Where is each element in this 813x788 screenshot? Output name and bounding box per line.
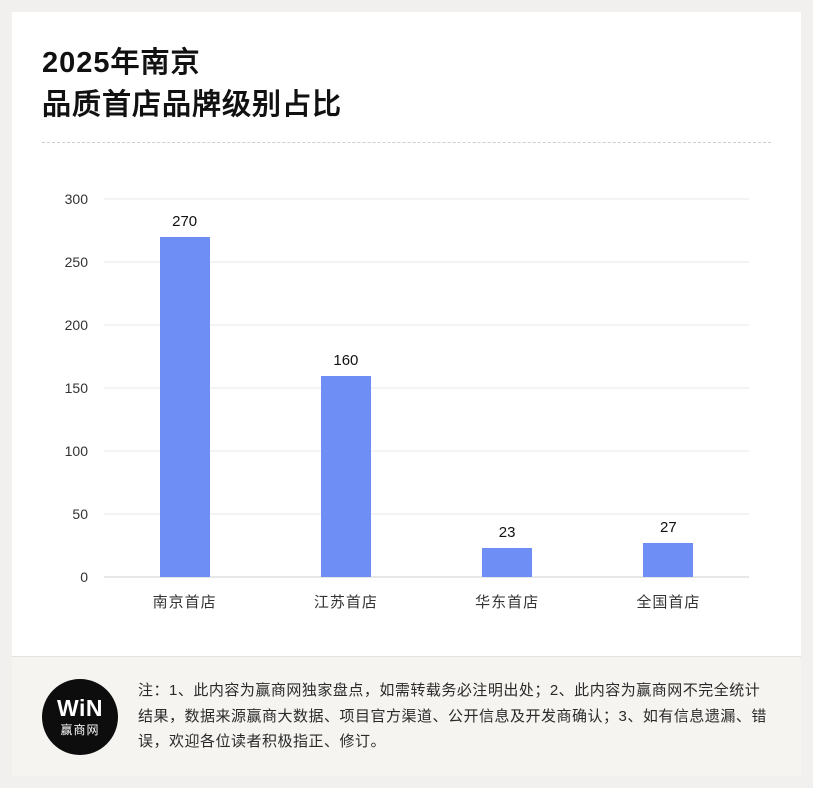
bar — [320, 375, 371, 578]
y-tick-label-300: 300 — [64, 191, 88, 208]
y-tick-label-150: 150 — [64, 380, 88, 397]
y-axis: 0 50 100 150 200 250 300 — [42, 191, 104, 585]
header-separator — [42, 142, 771, 144]
page-title-line-1: 2025年南京 — [42, 47, 201, 79]
bars-container: 270 160 23 27 — [104, 199, 749, 578]
logo-text-cn: 赢商网 — [60, 722, 100, 737]
bar-value-label: 27 — [660, 519, 677, 537]
page-title-line-2: 品质首店品牌级别占比 — [42, 89, 343, 122]
bar — [482, 548, 533, 578]
card-header: 2025年南京 品质首店品牌级别占比 — [12, 12, 801, 126]
gridline-150 — [104, 387, 749, 389]
bar-group: 270 — [104, 199, 265, 578]
footer-note: 注：1、此内容为赢商网独家盘点，如需转载务必注明出处；2、此内容为赢商网不完全统… — [138, 682, 767, 751]
gridline-0 — [104, 576, 749, 578]
gridline-100 — [104, 450, 749, 452]
bar-group: 23 — [427, 199, 588, 578]
plot-area: 270 160 23 27 — [104, 198, 749, 578]
bar-group: 27 — [588, 199, 749, 578]
y-tick-label-100: 100 — [64, 443, 88, 460]
x-axis-labels: 南京首店 江苏首店 华东首店 全国首店 — [104, 591, 749, 612]
bar-group: 160 — [265, 199, 426, 578]
gridline-50 — [104, 513, 749, 515]
winshang-logo: WiN 赢商网 — [42, 678, 118, 755]
bar — [159, 236, 210, 578]
bar-chart: 0 50 100 150 200 250 300 270 160 23 27 南京首店 江苏首店 华东… — [42, 191, 749, 612]
x-tick-label: 南京首店 — [152, 594, 217, 612]
chart-section: 0 50 100 150 200 250 300 270 160 23 27 南京首店 江苏首店 华东… — [12, 143, 801, 656]
y-tick-label-250: 250 — [64, 254, 88, 271]
bar — [643, 543, 694, 578]
y-tick-label-200: 200 — [64, 317, 88, 334]
logo-text-win: WiN — [56, 695, 103, 722]
gridline-300 — [104, 198, 749, 200]
y-tick-label-0: 0 — [80, 569, 88, 586]
bar-value-label: 160 — [333, 351, 359, 369]
gridline-200 — [104, 324, 749, 326]
x-tick-label: 全国首店 — [636, 594, 701, 612]
bar-value-label: 23 — [498, 524, 516, 542]
x-tick-label: 江苏首店 — [313, 594, 378, 612]
bar-value-label: 270 — [172, 212, 198, 230]
x-tick-label: 华东首店 — [475, 594, 540, 612]
plot-wrap: 270 160 23 27 南京首店 江苏首店 华东首店 全国首店 — [104, 198, 749, 612]
gridline-250 — [104, 261, 749, 263]
y-tick-label-50: 50 — [72, 506, 88, 523]
card-footer: WiN 赢商网 注：1、此内容为赢商网独家盘点，如需转载务必注明出处；2、此内容… — [12, 656, 801, 776]
infographic-card: 2025年南京 品质首店品牌级别占比 0 50 100 150 200 250 300 27… — [12, 12, 801, 776]
